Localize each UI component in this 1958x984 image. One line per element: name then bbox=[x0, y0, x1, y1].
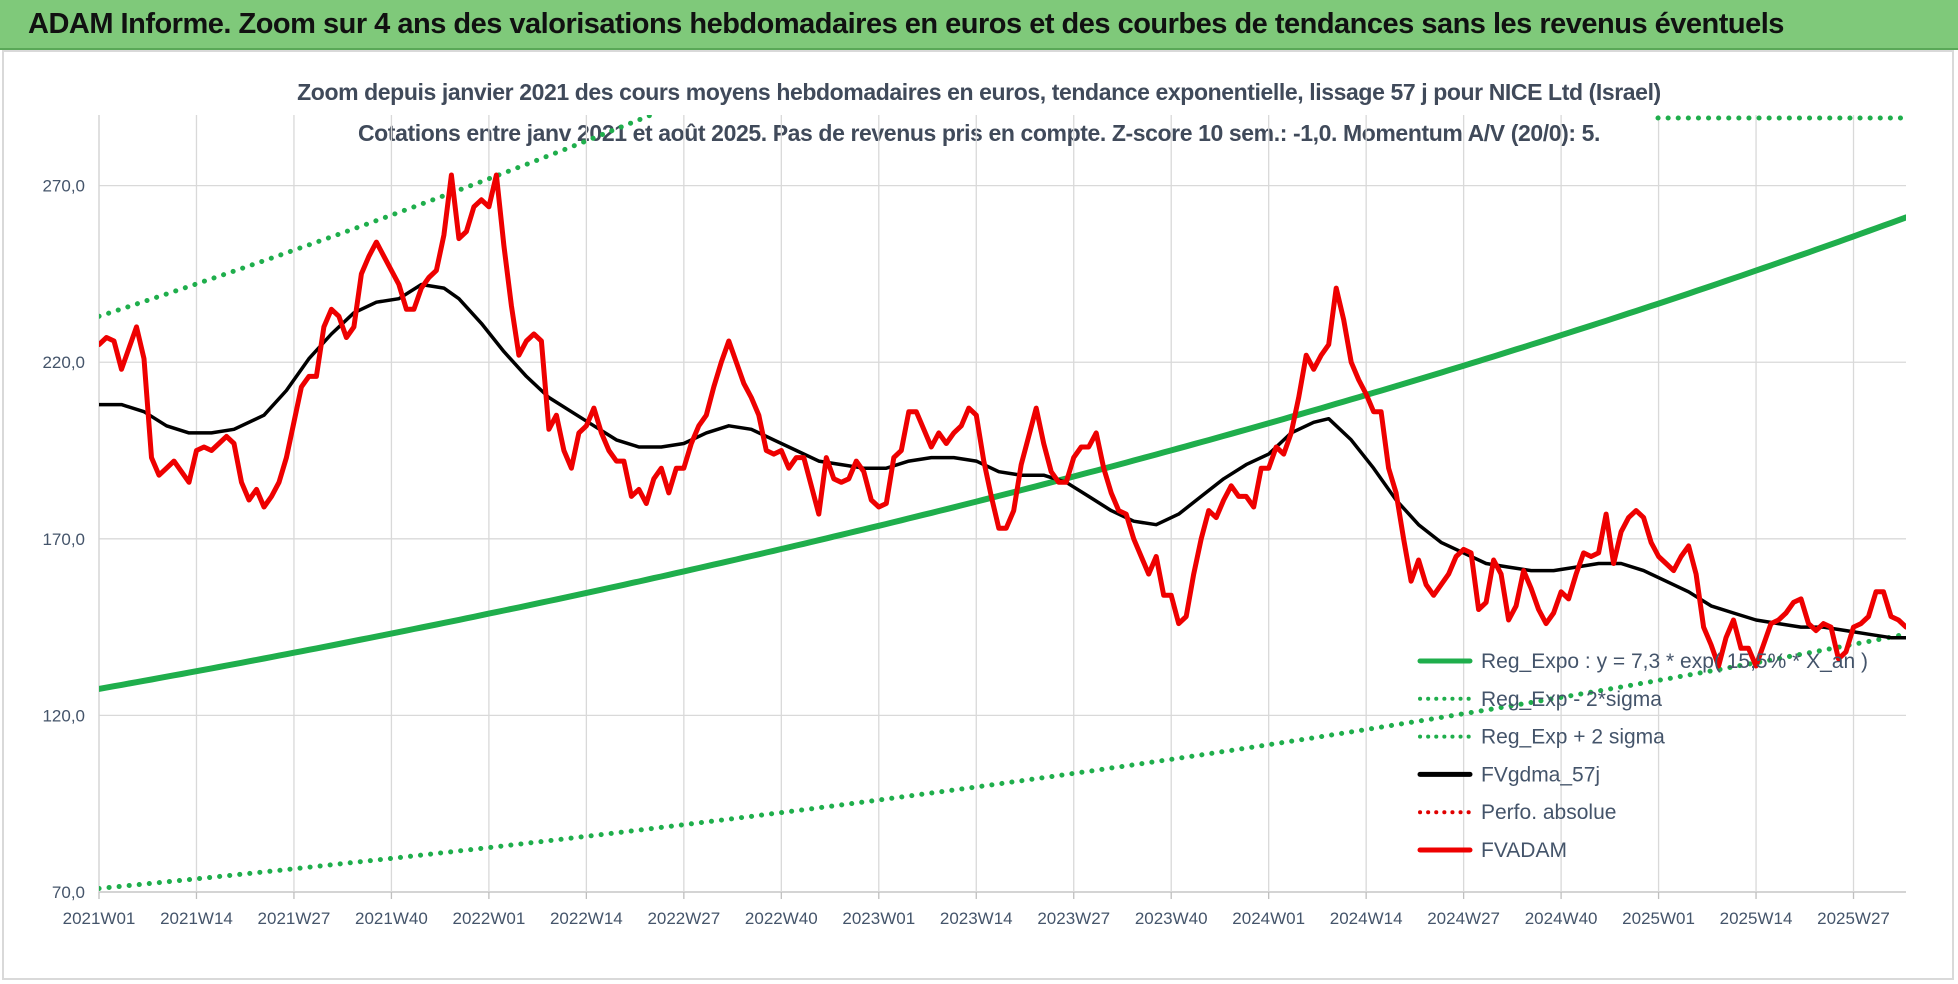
x-tick-label: 2024W27 bbox=[1427, 909, 1500, 928]
x-axis-ticks: 2021W01 2021W14 2021W27 2021W40 2022W01 2022W… bbox=[63, 909, 1890, 928]
grid-lines bbox=[98, 115, 1906, 899]
legend: Reg_Expo : y = 7,3 * exp( 15,5% * X_an )… bbox=[1417, 650, 1868, 862]
series-line-3 bbox=[99, 282, 1906, 640]
x-tick-label: 2024W01 bbox=[1232, 909, 1305, 928]
legend-label-3: FVgdma_57j bbox=[1481, 763, 1600, 786]
series-line-5 bbox=[99, 172, 1906, 669]
report-title: ADAM Informe. Zoom sur 4 ans des valoris… bbox=[28, 8, 1784, 40]
y-tick-label: 120,0 bbox=[42, 706, 85, 725]
series-line-1 bbox=[99, 631, 1906, 891]
series-line-2 bbox=[99, 115, 658, 319]
legend-label-1: Reg_Exp - 2*sigma bbox=[1481, 688, 1662, 711]
x-tick-label: 2025W27 bbox=[1817, 909, 1890, 928]
x-tick-label: 2021W40 bbox=[355, 909, 428, 928]
x-tick-label: 2022W14 bbox=[550, 909, 623, 928]
x-tick-label: 2021W14 bbox=[160, 909, 233, 928]
legend-label-5: FVADAM bbox=[1481, 839, 1567, 862]
x-tick-label: 2024W40 bbox=[1525, 909, 1598, 928]
x-tick-label: 2022W27 bbox=[647, 909, 720, 928]
legend-label-4: Perfo. absolue bbox=[1481, 801, 1616, 824]
x-tick-label: 2025W01 bbox=[1622, 909, 1695, 928]
x-tick-label: 2023W14 bbox=[940, 909, 1013, 928]
x-tick-label: 2023W40 bbox=[1135, 909, 1208, 928]
x-tick-label: 2025W14 bbox=[1720, 909, 1793, 928]
x-tick-label: 2022W40 bbox=[745, 909, 818, 928]
y-tick-label: 270,0 bbox=[42, 177, 85, 196]
x-tick-label: 2021W01 bbox=[63, 909, 136, 928]
x-tick-label: 2022W01 bbox=[453, 909, 526, 928]
y-tick-label: 70,0 bbox=[52, 883, 85, 902]
chart-subtitle: Cotations entre janv 2021 et août 2025. … bbox=[357, 120, 1601, 146]
legend-label-2: Reg_Exp + 2 sigma bbox=[1481, 726, 1665, 749]
series-group bbox=[99, 115, 1906, 891]
x-tick-label: 2023W27 bbox=[1037, 909, 1110, 928]
legend-label-0: Reg_Expo : y = 7,3 * exp( 15,5% * X_an ) bbox=[1481, 650, 1868, 673]
x-tick-label: 2024W14 bbox=[1330, 909, 1403, 928]
series-line-0 bbox=[99, 214, 1906, 692]
chart-title: Zoom depuis janvier 2021 des cours moyen… bbox=[297, 79, 1661, 105]
y-tick-label: 170,0 bbox=[42, 530, 85, 549]
x-tick-label: 2023W01 bbox=[842, 909, 915, 928]
x-tick-label: 2021W27 bbox=[258, 909, 331, 928]
y-axis-ticks: 70,0 120,0 170,0 220,0 270,0 bbox=[42, 177, 85, 902]
report-banner: ADAM Informe. Zoom sur 4 ans des valoris… bbox=[0, 0, 1958, 50]
chart-frame bbox=[2, 50, 1954, 980]
y-tick-label: 220,0 bbox=[42, 353, 85, 372]
